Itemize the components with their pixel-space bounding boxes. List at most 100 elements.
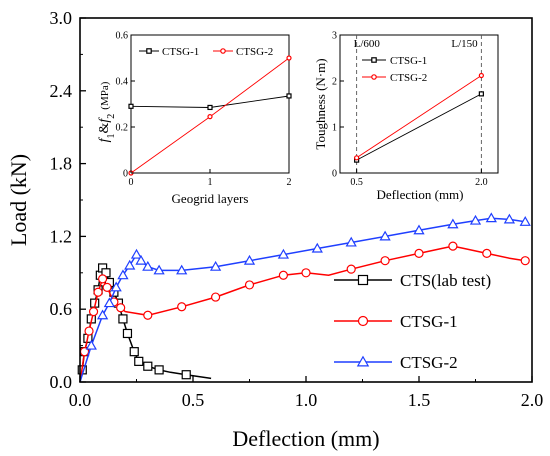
- main-legend-label-ctsg-1: CTSG-1: [400, 312, 458, 331]
- inset-right-frame: [339, 34, 499, 174]
- main-marker-ctsg-1-9: [177, 302, 187, 312]
- inset-right-series-group: [354, 72, 484, 163]
- main-marker-ctsg-1-13: [301, 268, 311, 278]
- inset-left-x-tick-label-0: 0: [129, 177, 134, 188]
- main-marker-ctsg-2-0: [85, 339, 97, 350]
- main-marker-ctsg-2-7: [135, 254, 147, 265]
- main-legend-marker-ctsg-1: [357, 315, 369, 327]
- main-marker-cts-lab-test-12: [118, 314, 128, 324]
- inset-right-line-ctsg-2: [356, 75, 482, 159]
- inset-left-y-tick-label-2: 0.4: [116, 77, 129, 88]
- inset-left-ylabel-sub2: 2: [106, 114, 117, 119]
- main-series-group: [77, 212, 531, 383]
- inset-right-y-tick-label-2: 2: [332, 77, 337, 88]
- main-marker-ctsg-1-7: [116, 303, 126, 313]
- inset-right-marker-ctsg-2-0: [354, 155, 360, 161]
- main-marker-ctsg-2-14: [311, 242, 323, 253]
- inset-right-legend-marker-ctsg-1: [371, 57, 377, 63]
- main-marker-ctsg-1-5: [102, 282, 112, 292]
- main-x-axis-label: Deflection (mm): [232, 426, 379, 451]
- main-legend-marker-cts-lab-test: [357, 274, 369, 286]
- inset-left-legend-label-ctsg-2: CTSG-2: [236, 46, 273, 58]
- main-marker-ctsg-2-12: [243, 254, 256, 265]
- main-marker-ctsg-1-15: [380, 256, 390, 266]
- inset-right-x-tick-label-0: 0.5: [350, 177, 363, 188]
- inset-right-y-tick-label-3: 3: [332, 31, 337, 42]
- main-marker-cts-lab-test-18: [181, 370, 191, 380]
- main-marker-ctsg-2-1: [96, 309, 109, 320]
- inset-left-ylabel-sub1: 1: [106, 134, 117, 139]
- inset-right-axes: 0.5 2.0 0 1 2 3: [332, 31, 488, 189]
- main-marker-ctsg-1-12: [278, 270, 288, 280]
- inset-right-y-tick-label-1: 1: [332, 123, 337, 134]
- main-marker-ctsg-2-20: [485, 212, 497, 223]
- main-marker-ctsg-1-19: [520, 256, 530, 266]
- main-marker-ctsg-2-9: [153, 264, 165, 275]
- main-marker-ctsg-2-21: [503, 213, 516, 224]
- main-legend-marker-ctsg-2: [356, 355, 370, 367]
- main-marker-cts-lab-test-17: [154, 365, 164, 375]
- main-marker-ctsg-1-3: [93, 287, 103, 297]
- inset-right-marker-ctsg-1-1: [478, 91, 484, 97]
- inset-right-x-tick-label-1: 2.0: [475, 177, 488, 188]
- main-marker-ctsg-2-22: [519, 216, 531, 226]
- main-marker-ctsg-2-8: [142, 260, 154, 271]
- inset-right-chart: L/600 L/150 0.5 2.0 0 1 2 3 Deflection (mm) To…: [308, 27, 508, 209]
- inset-right-background: [308, 27, 508, 209]
- main-legend-label-ctsg-2: CTSG-2: [400, 353, 458, 372]
- inset-left-marker-ctsg-2-2: [286, 55, 292, 61]
- inset-left-legend-label-ctsg-1: CTSG-1: [162, 46, 199, 58]
- inset-left-chart: 0 1 200.20.40.6 Geogrid layers f1&f2(MPa) …: [97, 27, 297, 206]
- inset-right-legend-label-ctsg-1: CTSG-1: [390, 55, 427, 67]
- inset-right-x-axis-label: Deflection (mm): [377, 187, 464, 202]
- inset-right-y-tick-label-0: 0: [332, 169, 337, 180]
- main-x-tick-label-3: 1.5: [408, 390, 431, 410]
- main-marker-cts-lab-test-14: [129, 347, 139, 357]
- inset-right-vline-label-l-600: L/600: [354, 38, 381, 50]
- main-legend: CTS(lab test) CTSG-1 CTSG-2: [334, 271, 491, 372]
- inset-left-x-tick-label-2: 2: [287, 177, 292, 188]
- inset-right-line-ctsg-1: [356, 93, 482, 161]
- inset-right-vlines: L/600 L/150: [354, 35, 482, 173]
- main-x-tick-label-0: 0.0: [69, 390, 92, 410]
- main-marker-ctsg-1-18: [482, 248, 492, 258]
- main-marker-cts-lab-test-13: [122, 328, 133, 339]
- main-y-tick-label-5: 3.0: [50, 8, 73, 28]
- main-marker-ctsg-1-8: [143, 310, 153, 320]
- main-marker-ctsg-1-11: [244, 280, 255, 290]
- inset-left-x-tick-label-1: 1: [208, 177, 213, 188]
- main-marker-cts-lab-test-16: [143, 361, 153, 371]
- main-marker-ctsg-1-10: [211, 292, 221, 302]
- main-marker-ctsg-1-16: [414, 248, 424, 258]
- main-marker-ctsg-1-4: [97, 274, 108, 284]
- inset-left-y-tick-label-1: 0.2: [116, 123, 129, 134]
- main-y-tick-label-2: 1.2: [50, 226, 73, 246]
- main-marker-cts-lab-test-15: [134, 356, 144, 366]
- inset-left-marker-ctsg-1-1: [207, 104, 213, 111]
- inset-right-legend-label-ctsg-2: CTSG-2: [390, 72, 427, 84]
- inset-right-legend: CTSG-1 CTSG-2: [362, 55, 427, 84]
- main-x-tick-label-1: 0.5: [182, 390, 205, 410]
- main-marker-ctsg-2-15: [345, 236, 357, 247]
- main-marker-ctsg-1-17: [448, 241, 458, 251]
- main-marker-ctsg-2-11: [209, 260, 222, 271]
- inset-left-axes: 0 1 2 0 0.2 0.4 0.6: [116, 31, 292, 189]
- inset-right-marker-ctsg-2-1: [478, 72, 484, 79]
- main-marker-ctsg-1-1: [84, 326, 94, 336]
- inset-left-ylabel-amp: &: [97, 123, 112, 134]
- main-series-line-ctsg-2: [79, 217, 526, 383]
- inset-left-legend-marker-ctsg-2: [220, 48, 226, 54]
- inset-right-y-axis-label: Toughness (N·m): [313, 58, 328, 149]
- inset-left-y-tick-label-0: 0: [123, 169, 128, 180]
- inset-left-x-axis-label: Geogrid layers: [172, 191, 249, 206]
- main-marker-ctsg-2-13: [277, 248, 290, 259]
- main-marker-ctsg-2-6: [130, 248, 143, 259]
- main-marker-ctsg-2-2: [103, 297, 116, 308]
- main-marker-ctsg-2-19: [469, 214, 482, 225]
- inset-left-marker-ctsg-2-1: [207, 114, 213, 120]
- main-marker-ctsg-2-17: [413, 224, 425, 235]
- main-y-tick-label-1: 0.6: [50, 299, 73, 319]
- main-marker-ctsg-2-10: [176, 264, 188, 275]
- inset-left-legend: CTSG-1 CTSG-2: [139, 46, 273, 58]
